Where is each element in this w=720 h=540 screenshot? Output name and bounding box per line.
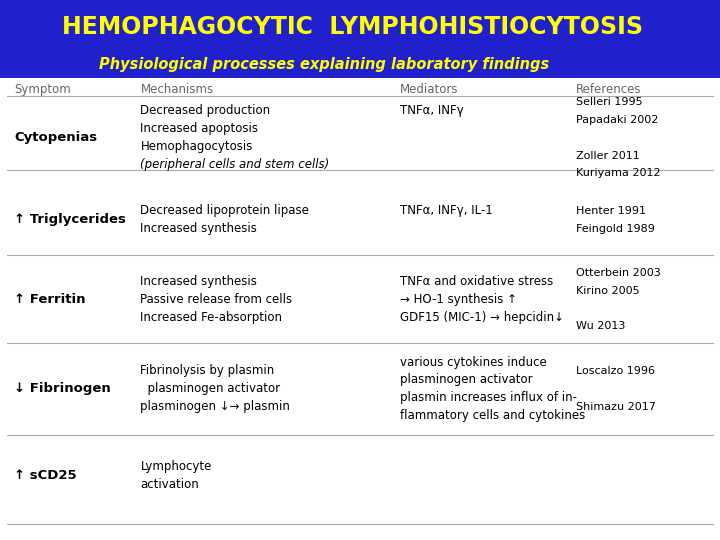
Text: ↑ Triglycerides: ↑ Triglycerides	[14, 213, 126, 226]
FancyBboxPatch shape	[0, 0, 720, 78]
Text: Cytopenias: Cytopenias	[14, 131, 97, 144]
Text: Increased Fe-absorption: Increased Fe-absorption	[140, 311, 282, 324]
Text: HEMOPHAGOCYTIC  LYMPHOHISTIOCYTOSIS: HEMOPHAGOCYTIC LYMPHOHISTIOCYTOSIS	[63, 15, 643, 39]
Text: Feingold 1989: Feingold 1989	[576, 224, 655, 234]
Text: (peripheral cells and stem cells): (peripheral cells and stem cells)	[140, 158, 330, 171]
Text: Selleri 1995: Selleri 1995	[576, 97, 643, 107]
Text: Passive release from cells: Passive release from cells	[140, 293, 292, 306]
Text: plasminogen activator: plasminogen activator	[140, 382, 281, 395]
Text: Decreased lipoprotein lipase: Decreased lipoprotein lipase	[140, 204, 310, 218]
Text: various cytokines induce: various cytokines induce	[400, 355, 546, 369]
Text: Otterbein 2003: Otterbein 2003	[576, 268, 661, 278]
Text: Wu 2013: Wu 2013	[576, 321, 626, 332]
Text: ↑ Ferritin: ↑ Ferritin	[14, 293, 86, 306]
Text: flammatory cells and cytokines: flammatory cells and cytokines	[400, 409, 585, 422]
Text: plasmin increases influx of in-: plasmin increases influx of in-	[400, 391, 577, 404]
Text: References: References	[576, 83, 642, 96]
Text: Hemophagocytosis: Hemophagocytosis	[140, 140, 253, 153]
Text: Zoller 2011: Zoller 2011	[576, 151, 640, 160]
Text: Lymphocyte: Lymphocyte	[140, 460, 212, 473]
Text: Symptom: Symptom	[14, 83, 71, 96]
Text: TNFα and oxidative stress: TNFα and oxidative stress	[400, 275, 553, 288]
Text: TNFα, INFγ, IL-1: TNFα, INFγ, IL-1	[400, 204, 492, 218]
Text: plasminogen activator: plasminogen activator	[400, 373, 532, 387]
Text: TNFα, INFγ: TNFα, INFγ	[400, 104, 464, 118]
Text: Increased apoptosis: Increased apoptosis	[140, 122, 258, 136]
Text: Shimazu 2017: Shimazu 2017	[576, 402, 656, 411]
Text: Loscalzo 1996: Loscalzo 1996	[576, 366, 655, 376]
Text: GDF15 (MIC-1) → hepcidin↓: GDF15 (MIC-1) → hepcidin↓	[400, 311, 564, 324]
Text: Increased synthesis: Increased synthesis	[140, 275, 257, 288]
Text: Papadaki 2002: Papadaki 2002	[576, 115, 658, 125]
Text: activation: activation	[140, 477, 199, 491]
Text: Fibrinolysis by plasmin: Fibrinolysis by plasmin	[140, 364, 274, 377]
Text: Decreased production: Decreased production	[140, 104, 271, 118]
Text: Henter 1991: Henter 1991	[576, 206, 646, 216]
Text: Mediators: Mediators	[400, 83, 458, 96]
Text: → HO-1 synthesis ↑: → HO-1 synthesis ↑	[400, 293, 517, 306]
Text: plasminogen ↓→ plasmin: plasminogen ↓→ plasmin	[140, 400, 290, 413]
Text: ↓ Fibrinogen: ↓ Fibrinogen	[14, 382, 111, 395]
Text: Kirino 2005: Kirino 2005	[576, 286, 639, 296]
Text: Mechanisms: Mechanisms	[140, 83, 214, 96]
Text: Increased synthesis: Increased synthesis	[140, 222, 257, 235]
Text: Kuriyama 2012: Kuriyama 2012	[576, 168, 661, 178]
Text: ↑ sCD25: ↑ sCD25	[14, 469, 77, 482]
Text: Physiological processes explaining laboratory findings: Physiological processes explaining labor…	[99, 57, 549, 72]
